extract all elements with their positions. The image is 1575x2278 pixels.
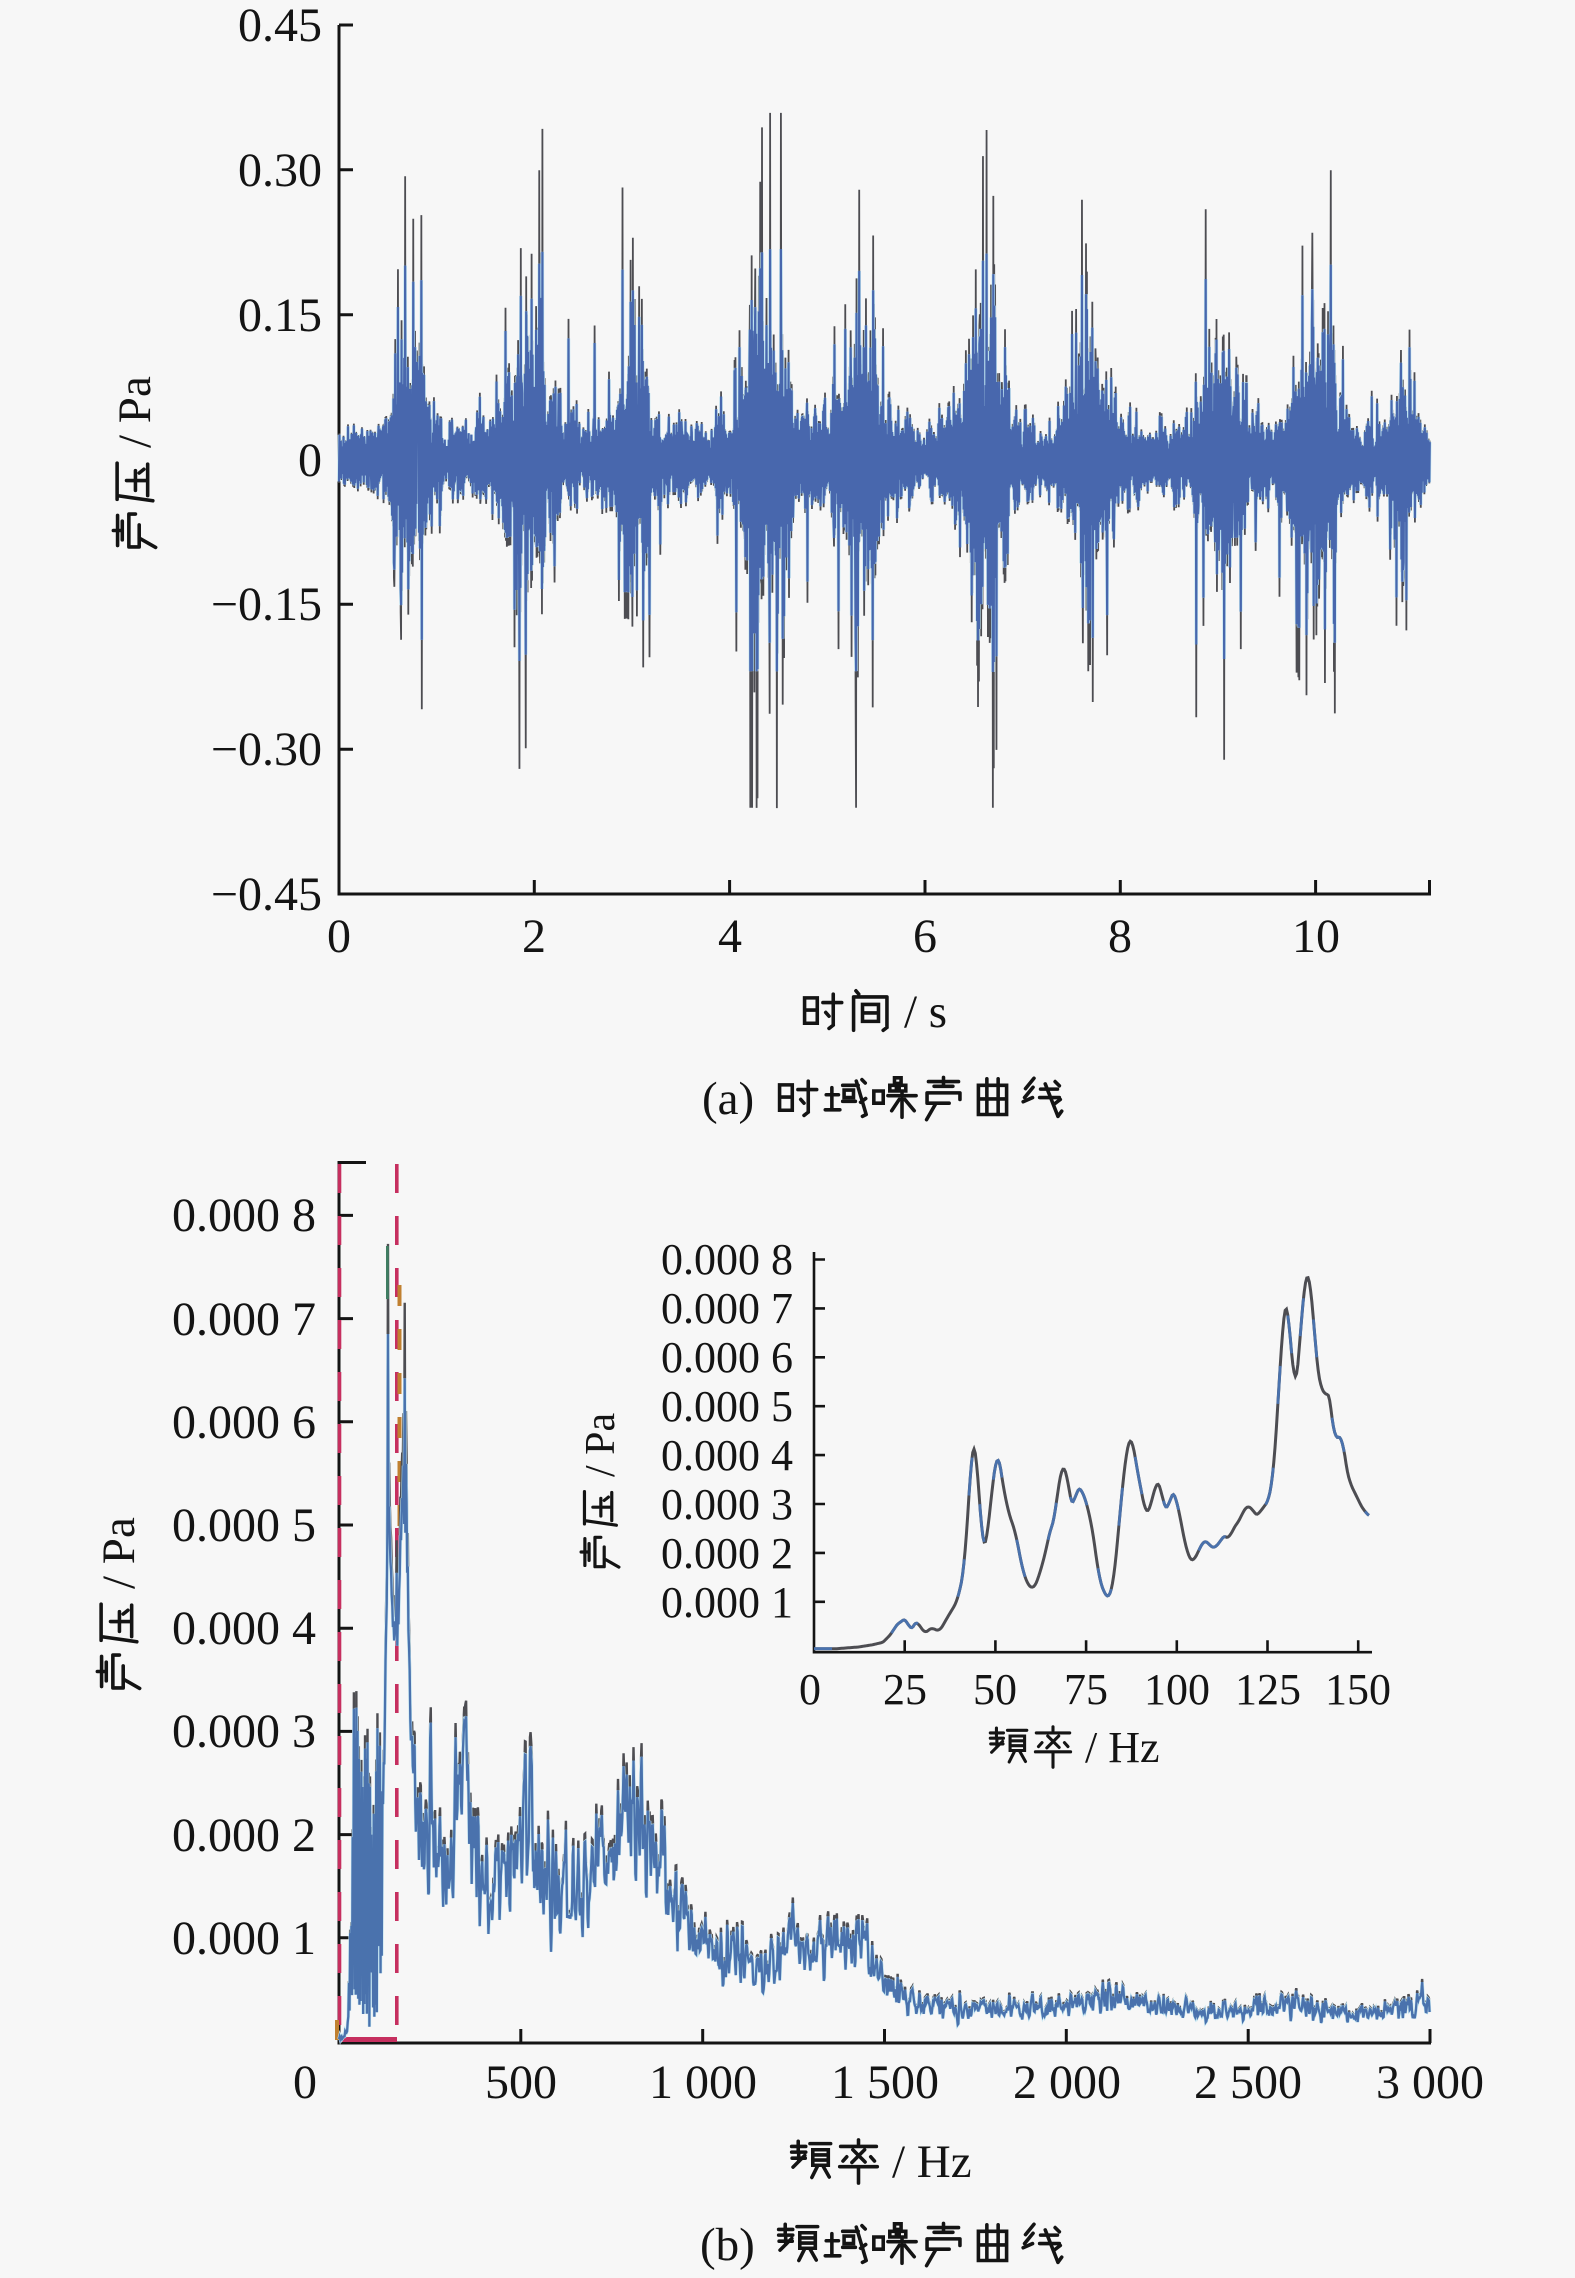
svg-text:4: 4 [718,910,742,963]
svg-text:0.000 1: 0.000 1 [172,1912,316,1965]
svg-text:6: 6 [913,910,937,963]
svg-text:0: 0 [298,434,322,487]
svg-text:−0.15: −0.15 [211,578,322,631]
svg-text:−0.30: −0.30 [211,723,322,776]
svg-text:0.15: 0.15 [238,289,322,342]
svg-text:0.000 6: 0.000 6 [172,1396,316,1449]
svg-text:10: 10 [1292,910,1340,963]
svg-text:(b): (b) [700,2219,755,2271]
svg-text:150: 150 [1325,1665,1391,1714]
svg-text:1 000: 1 000 [649,2056,757,2109]
svg-text:0.000 2: 0.000 2 [172,1809,316,1862]
svg-text:25: 25 [883,1665,927,1714]
svg-text:0.000 7: 0.000 7 [172,1293,316,1346]
svg-text:0.000 2: 0.000 2 [661,1529,793,1578]
svg-text:125: 125 [1235,1665,1301,1714]
svg-text:0.000 3: 0.000 3 [172,1705,316,1758]
svg-text:/ Pa: / Pa [93,1517,145,1589]
svg-text:0.30: 0.30 [238,144,322,197]
svg-text:2 000: 2 000 [1013,2056,1121,2109]
svg-text:0.45: 0.45 [238,0,322,52]
svg-text:0.000 3: 0.000 3 [661,1480,793,1529]
svg-text:0.000 8: 0.000 8 [661,1235,793,1284]
svg-text:/ Pa: / Pa [578,1412,624,1477]
svg-text:0.000 8: 0.000 8 [172,1189,316,1242]
svg-text:1 500: 1 500 [831,2056,939,2109]
svg-text:0.000 4: 0.000 4 [172,1602,316,1655]
svg-text:8: 8 [1108,910,1132,963]
svg-text:/ Hz: / Hz [1085,1723,1160,1772]
svg-text:0.000 5: 0.000 5 [661,1382,793,1431]
svg-text:2: 2 [522,910,546,963]
svg-text:/ Pa: / Pa [109,376,161,448]
svg-text:0: 0 [327,910,351,963]
svg-text:3 000: 3 000 [1376,2056,1484,2109]
svg-text:100: 100 [1144,1665,1210,1714]
svg-text:/ Hz: / Hz [892,2136,972,2188]
svg-text:0: 0 [293,2056,317,2109]
svg-text:0: 0 [799,1665,821,1714]
svg-text:0.000 6: 0.000 6 [661,1333,793,1382]
svg-text:0.000 1: 0.000 1 [661,1578,793,1627]
svg-text:50: 50 [973,1665,1017,1714]
svg-text:0.000 7: 0.000 7 [661,1284,793,1333]
svg-text:(a): (a) [702,1073,754,1125]
svg-text:0.000 5: 0.000 5 [172,1499,316,1552]
svg-text:2 500: 2 500 [1194,2056,1302,2109]
svg-text:/ s: / s [904,986,947,1038]
svg-text:75: 75 [1064,1665,1108,1714]
svg-text:0.000 4: 0.000 4 [661,1431,793,1480]
svg-text:500: 500 [485,2056,557,2109]
svg-text:−0.45: −0.45 [211,868,322,921]
